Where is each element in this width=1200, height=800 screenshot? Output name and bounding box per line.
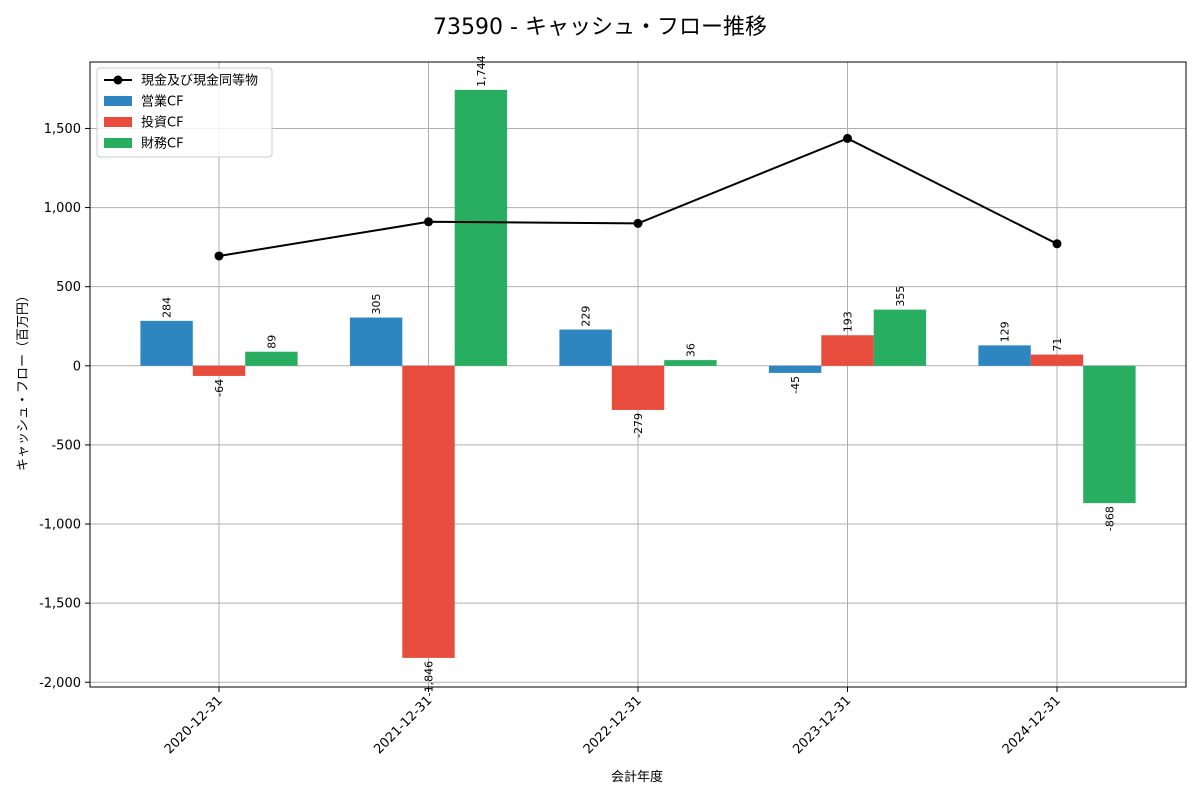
bar-value-label: 1,744 xyxy=(475,55,488,87)
legend-box xyxy=(96,67,273,158)
y-tick-label: 1,500 xyxy=(44,122,81,137)
bar-value-label: 129 xyxy=(999,321,1012,342)
bar-value-label: 71 xyxy=(1051,338,1064,352)
bar-value-label: -868 xyxy=(1103,506,1116,531)
bar-投資CF-2024-12-31 xyxy=(1030,354,1084,366)
y-tick-label: -2,000 xyxy=(39,676,81,691)
cash-equivalents-point xyxy=(843,133,852,143)
bar-財務CF-2022-12-31 xyxy=(664,360,717,366)
bar-value-label: 229 xyxy=(580,306,593,327)
y-tick-label: -500 xyxy=(51,438,81,453)
legend-label-財務CF: 財務CF xyxy=(141,137,184,152)
y-tick-label: -1,000 xyxy=(39,518,81,533)
y-axis-label: キャッシュ・フロー（百万円） xyxy=(16,289,31,471)
bar-value-label: 355 xyxy=(894,286,907,307)
bar-財務CF-2024-12-31 xyxy=(1083,365,1136,504)
bar-value-label: 193 xyxy=(842,311,855,332)
y-tick-label: 500 xyxy=(56,280,81,295)
bars-layer xyxy=(140,89,1136,658)
cash-equivalents-point xyxy=(214,251,224,261)
cash-equivalents-point xyxy=(1052,239,1062,249)
bar-投資CF-2020-12-31 xyxy=(192,365,246,376)
x-axis-label: 会計年度 xyxy=(611,769,663,785)
chart-title: 73590 - キャッシュ・フロー推移 xyxy=(433,15,767,40)
bar-value-label: -64 xyxy=(213,379,226,397)
bar-投資CF-2022-12-31 xyxy=(611,365,665,410)
bar-営業CF-2020-12-31 xyxy=(140,320,193,366)
bar-value-label: -279 xyxy=(632,413,645,438)
line-layer xyxy=(214,133,1062,261)
bar-財務CF-2020-12-31 xyxy=(245,351,298,366)
bar-value-label: 36 xyxy=(684,343,697,357)
cash-equivalents-point xyxy=(633,218,643,228)
bar-営業CF-2023-12-31 xyxy=(768,365,822,373)
legend-swatch-投資CF xyxy=(104,117,132,127)
legend-label-営業CF: 営業CF xyxy=(141,94,184,110)
legend-label-投資CF: 投資CF xyxy=(141,115,184,131)
legend-swatch-営業CF xyxy=(104,96,132,106)
cash-equivalents-point xyxy=(424,217,433,227)
bar-value-label: -45 xyxy=(789,376,802,394)
bar-営業CF-2024-12-31 xyxy=(978,345,1031,366)
bar-財務CF-2023-12-31 xyxy=(873,309,927,366)
bar-value-label: 284 xyxy=(161,297,174,318)
bar-投資CF-2023-12-31 xyxy=(821,335,874,366)
bar-財務CF-2021-12-31 xyxy=(454,89,508,366)
y-tick-label: 1,000 xyxy=(44,201,81,216)
bar-value-label: 305 xyxy=(370,294,383,315)
legend-label-cash: 現金及び現金同等物 xyxy=(141,73,258,89)
legend-line-marker xyxy=(113,75,123,85)
y-tick-label: 0 xyxy=(73,359,81,374)
legend-swatch-財務CF xyxy=(104,138,132,148)
bar-value-label: 89 xyxy=(265,335,278,349)
bar-営業CF-2021-12-31 xyxy=(349,317,403,366)
y-tick-label: -1,500 xyxy=(39,597,81,612)
bar-投資CF-2021-12-31 xyxy=(402,365,455,658)
bar-営業CF-2022-12-31 xyxy=(559,329,612,366)
